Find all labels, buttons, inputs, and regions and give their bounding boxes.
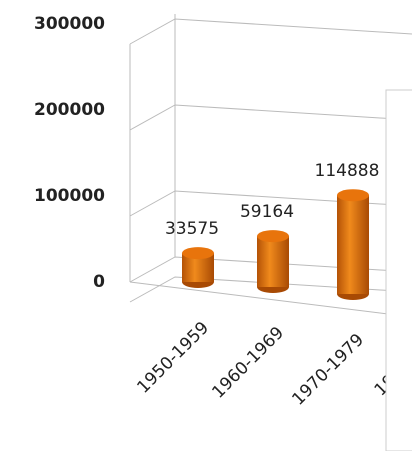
y-tick-label: 300000 — [34, 14, 105, 34]
grid-line — [129, 190, 412, 217]
bar — [337, 189, 369, 300]
overlay-panel — [385, 89, 412, 451]
bar-top — [337, 189, 369, 202]
y-tick-label: 200000 — [34, 100, 105, 120]
grid-line — [129, 18, 412, 45]
x-tick-label: 1970-1979 — [288, 330, 368, 410]
floor — [129, 256, 412, 283]
grid-line — [129, 104, 412, 131]
value-label: 114888 — [315, 161, 380, 181]
floor-edge — [129, 281, 412, 318]
bar-body — [257, 236, 289, 287]
value-label: 33575 — [165, 219, 219, 239]
y-tick-label: 100000 — [34, 186, 105, 206]
bar-top — [257, 230, 289, 243]
y-tick-label: 0 — [93, 272, 105, 292]
bar — [257, 230, 289, 293]
value-label: 59164 — [240, 202, 294, 222]
bar-top — [182, 247, 214, 260]
x-tick-label: 1950-1959 — [133, 318, 213, 398]
grid-line — [129, 276, 412, 303]
bar — [182, 247, 214, 288]
x-tick-label: 1960-1969 — [208, 323, 288, 403]
bar-body — [337, 195, 369, 294]
